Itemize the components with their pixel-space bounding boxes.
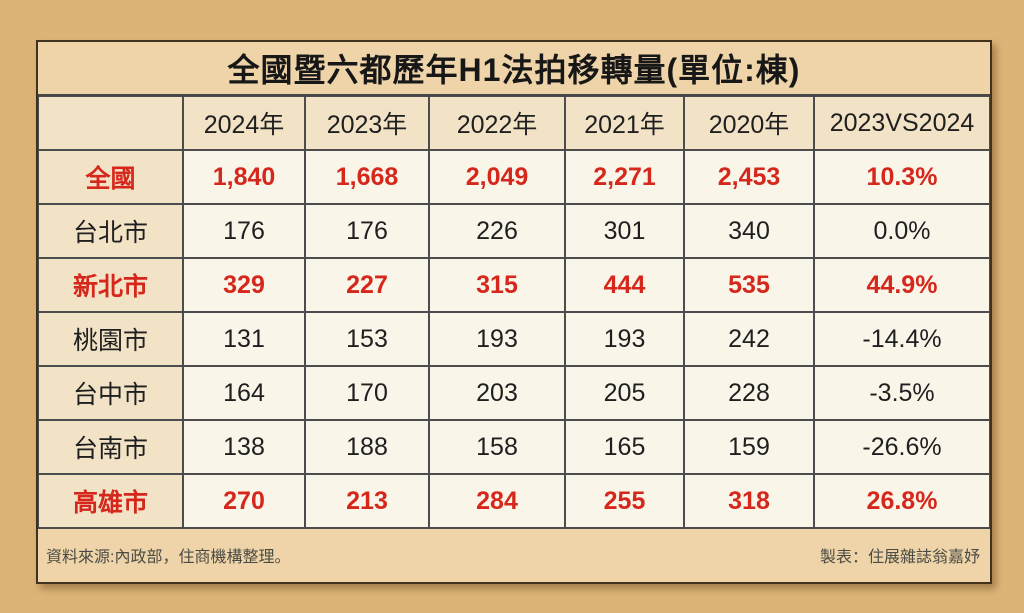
value-cell: 203 [429, 366, 565, 420]
value-cell: 193 [565, 312, 684, 366]
row-label: 桃園市 [38, 312, 183, 366]
value-cell: 153 [305, 312, 429, 366]
yoy-cell: -26.6% [814, 420, 990, 474]
yoy-cell: 0.0% [814, 204, 990, 258]
value-cell: 2,049 [429, 150, 565, 204]
value-cell: 226 [429, 204, 565, 258]
row-label: 新北市 [38, 258, 183, 312]
value-cell: 329 [183, 258, 305, 312]
value-cell: 193 [429, 312, 565, 366]
value-cell: 164 [183, 366, 305, 420]
value-cell: 2,453 [684, 150, 814, 204]
value-cell: 213 [305, 474, 429, 528]
value-cell: 318 [684, 474, 814, 528]
yoy-cell: 44.9% [814, 258, 990, 312]
source-note: 資料來源:內政部，住商機構整理。 [46, 548, 291, 566]
yoy-cell: -14.4% [814, 312, 990, 366]
value-cell: 270 [183, 474, 305, 528]
row-label: 全國 [38, 150, 183, 204]
credit-note: 製表：住展雜誌翁嘉妤 [819, 548, 980, 566]
value-cell: 301 [565, 204, 684, 258]
value-cell: 255 [565, 474, 684, 528]
value-cell: 228 [684, 366, 814, 420]
row-label: 台南市 [38, 420, 183, 474]
data-grid: 2024年 2023年 2022年 2021年 2020年 2023VS2024… [38, 96, 990, 528]
yoy-cell: 10.3% [814, 150, 990, 204]
yoy-cell: -3.5% [814, 366, 990, 420]
value-cell: 176 [183, 204, 305, 258]
column-header-2020: 2020年 [684, 96, 814, 150]
value-cell: 227 [305, 258, 429, 312]
value-cell: 170 [305, 366, 429, 420]
value-cell: 131 [183, 312, 305, 366]
value-cell: 188 [305, 420, 429, 474]
value-cell: 444 [565, 258, 684, 312]
value-cell: 1,668 [305, 150, 429, 204]
table-footer: 資料來源:內政部，住商機構整理。 製表：住展雜誌翁嘉妤 [38, 528, 990, 580]
value-cell: 284 [429, 474, 565, 528]
column-header-yoy: 2023VS2024 [814, 96, 990, 150]
value-cell: 242 [684, 312, 814, 366]
value-cell: 315 [429, 258, 565, 312]
value-cell: 205 [565, 366, 684, 420]
yoy-cell: 26.8% [814, 474, 990, 528]
value-cell: 138 [183, 420, 305, 474]
value-cell: 2,271 [565, 150, 684, 204]
corner-cell [38, 96, 183, 150]
value-cell: 165 [565, 420, 684, 474]
column-header-2022: 2022年 [429, 96, 565, 150]
column-header-2024: 2024年 [183, 96, 305, 150]
value-cell: 340 [684, 204, 814, 258]
row-label: 台北市 [38, 204, 183, 258]
value-cell: 1,840 [183, 150, 305, 204]
row-label: 高雄市 [38, 474, 183, 528]
value-cell: 159 [684, 420, 814, 474]
table-title: 全國暨六都歷年H1法拍移轉量(單位:棟) [38, 42, 990, 96]
value-cell: 158 [429, 420, 565, 474]
value-cell: 535 [684, 258, 814, 312]
row-label: 台中市 [38, 366, 183, 420]
value-cell: 176 [305, 204, 429, 258]
column-header-2023: 2023年 [305, 96, 429, 150]
auction-volume-table-card: 全國暨六都歷年H1法拍移轉量(單位:棟) 2024年 2023年 2022年 2… [36, 40, 992, 584]
column-header-2021: 2021年 [565, 96, 684, 150]
